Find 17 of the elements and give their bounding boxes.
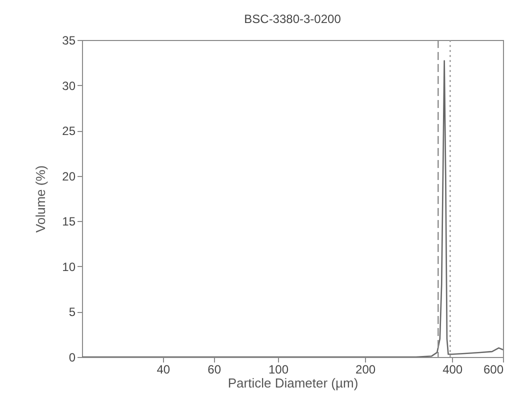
x-tick-label: 400 [442,362,463,376]
y-tick-label: 35 [62,34,76,48]
x-axis-title: Particle Diameter (µm) [228,376,358,390]
y-tick-label: 25 [62,124,76,138]
y-tick-label: 20 [62,169,76,184]
y-tick-label: 30 [62,78,76,93]
y-tick-label: 15 [62,214,76,229]
x-tick-label: 60 [208,362,222,376]
x-tick-label: 200 [356,362,376,376]
y-tick-label: 10 [62,260,76,274]
y-tick-label: 0 [68,350,76,364]
y-tick-label: 5 [68,305,76,320]
y-axis-title: Volume (%) [33,165,48,233]
chart-title: BSC-3380-3-0200 [244,12,342,26]
x-tick-label: 40 [156,362,170,376]
x-tick-label: 600 [483,362,504,376]
x-tick-label: 100 [268,362,289,376]
